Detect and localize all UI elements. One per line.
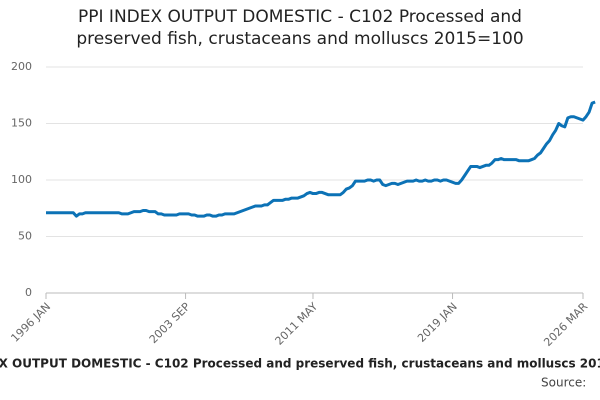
- x-tick-label: 2026 MAR: [541, 300, 590, 349]
- y-tick-label: 50: [18, 230, 32, 243]
- y-tick-label: 100: [11, 173, 32, 186]
- y-tick-label: 200: [11, 60, 32, 73]
- data-line: [46, 100, 596, 218]
- x-tick-label: 2019 JAN: [415, 300, 460, 345]
- caption: PPI INDEX OUTPUT DOMESTIC - C102 Process…: [0, 357, 600, 371]
- x-tick-label: 2011 MAY: [273, 300, 321, 348]
- chart-title: PPI INDEX OUTPUT DOMESTIC - C102 Process…: [78, 7, 522, 27]
- x-tick-label: 1996 JAN: [8, 300, 53, 345]
- y-tick-label: 0: [25, 286, 32, 299]
- source: Source:: [541, 376, 586, 390]
- chart-title: preserved fish, crustaceans and molluscs…: [76, 29, 523, 49]
- x-tick-label: 2003 SEP: [147, 300, 193, 346]
- y-tick-label: 150: [11, 117, 32, 130]
